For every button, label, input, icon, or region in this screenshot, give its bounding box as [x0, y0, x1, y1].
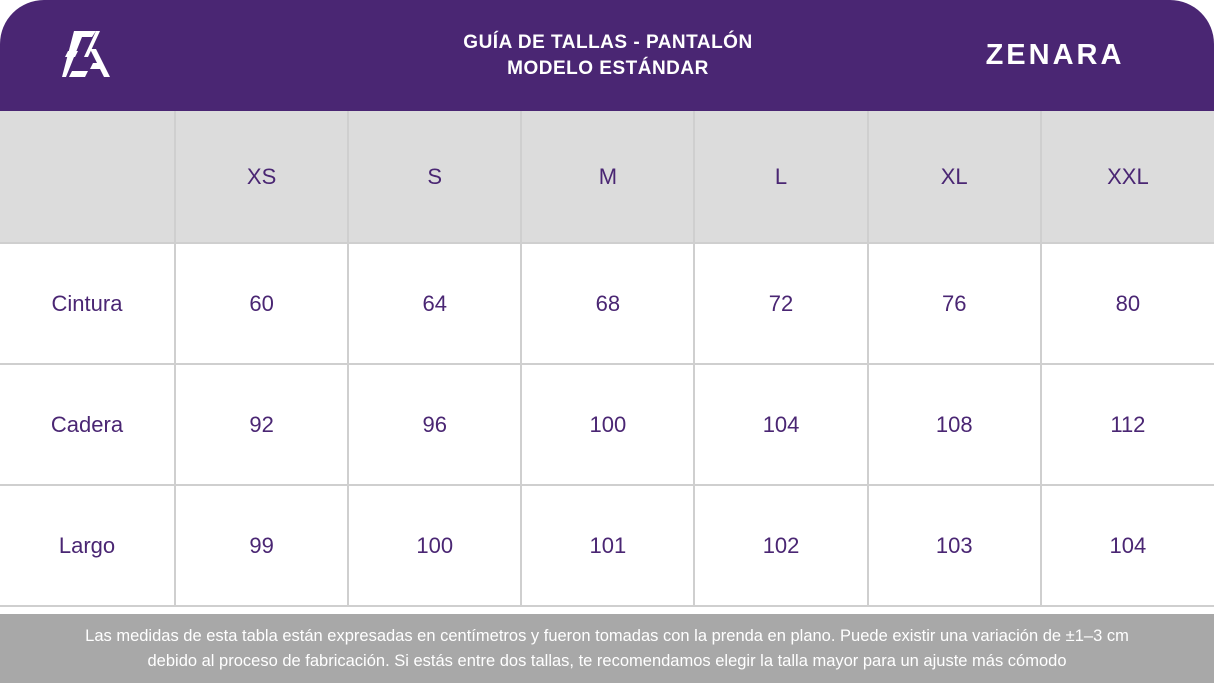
row-label: Cintura: [0, 242, 176, 365]
value-cell: 60: [173, 242, 350, 365]
table-row: Cadera 92 96 100 104 108 112: [0, 363, 1214, 486]
value-cell: 76: [866, 242, 1042, 365]
value-cell: 102: [693, 484, 869, 607]
value-cell: 80: [1039, 242, 1214, 365]
size-header-cell: M: [520, 111, 696, 244]
value-cell: 64: [347, 242, 523, 365]
size-header-cell: S: [347, 111, 523, 244]
value-cell: 104: [1039, 484, 1214, 607]
value-cell: 100: [520, 363, 696, 486]
value-cell: 96: [347, 363, 523, 486]
value-cell: 68: [520, 242, 696, 365]
size-header-cell: XXL: [1039, 111, 1214, 244]
size-header-cell: L: [693, 111, 869, 244]
size-header-cell: XS: [173, 111, 350, 244]
footer-note: Las medidas de esta tabla están expresad…: [0, 614, 1214, 683]
value-cell: 92: [173, 363, 350, 486]
table-row: Largo 99 100 101 102 103 104: [0, 484, 1214, 607]
size-header-row: XS S M L XL XXL: [0, 111, 1214, 244]
table-row: Cintura 60 64 68 72 76 80: [0, 242, 1214, 365]
row-label: Cadera: [0, 363, 176, 486]
corner-cell: [0, 111, 176, 244]
header-bar: GUÍA DE TALLAS - PANTALÓN MODELO ESTÁNDA…: [0, 0, 1214, 111]
value-cell: 108: [866, 363, 1042, 486]
footer-line-2: debido al proceso de fabricación. Si est…: [147, 651, 1067, 670]
value-cell: 104: [693, 363, 869, 486]
footer-line-1: Las medidas de esta tabla están expresad…: [85, 626, 1129, 645]
brand-name: ZENARA: [985, 39, 1125, 71]
value-cell: 100: [347, 484, 523, 607]
value-cell: 112: [1039, 363, 1214, 486]
page-title: GUÍA DE TALLAS - PANTALÓN MODELO ESTÁNDA…: [400, 30, 816, 82]
value-cell: 101: [520, 484, 696, 607]
value-cell: 103: [866, 484, 1042, 607]
title-line-1: GUÍA DE TALLAS - PANTALÓN: [463, 32, 753, 53]
row-label: Largo: [0, 484, 176, 607]
value-cell: 72: [693, 242, 869, 365]
brand-logo-icon: [62, 31, 110, 77]
size-table: XS S M L XL XXL Cintura 60 64 68 72 76 8…: [0, 111, 1214, 607]
value-cell: 99: [173, 484, 350, 607]
size-header-cell: XL: [866, 111, 1042, 244]
title-line-2: MODELO ESTÁNDAR: [507, 58, 709, 79]
